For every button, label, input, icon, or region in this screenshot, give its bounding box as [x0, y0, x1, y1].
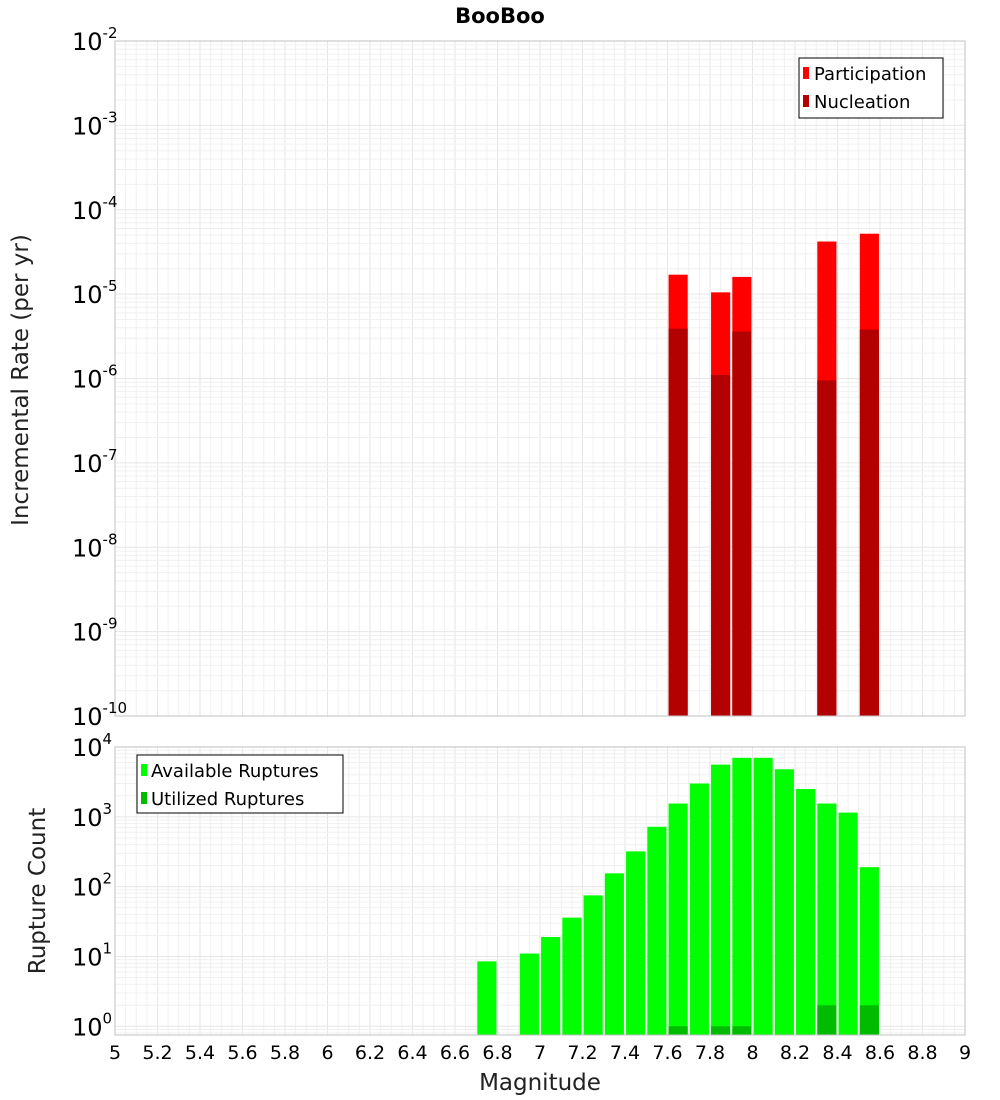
- chart-title: BooBoo: [455, 4, 545, 28]
- utilized-ruptures-legend-label: Utilized Ruptures: [151, 789, 304, 810]
- count-bar-available-ruptures: [647, 826, 667, 1035]
- rate-y-tick-label: 10-5: [72, 277, 118, 309]
- x-tick-label: 8: [746, 1042, 758, 1064]
- x-tick-label: 7.6: [652, 1042, 682, 1064]
- rate-y-tick-label: 10-2: [72, 24, 118, 56]
- rate-y-tick-label: 10-4: [72, 193, 118, 225]
- x-tick-label: 9: [959, 1042, 971, 1064]
- count-bar-available-ruptures: [519, 953, 539, 1035]
- nucleation-legend-label: Nucleation: [814, 92, 910, 113]
- count-bar-available-ruptures: [689, 783, 709, 1035]
- bottom-legend: Available Ruptures Utilized Ruptures: [136, 754, 344, 814]
- rate-y-tick-label: 10-7: [72, 446, 118, 478]
- rate-y-tick-label: 10-3: [72, 108, 118, 140]
- count-y-tick-label: 102: [72, 870, 112, 902]
- x-tick-label: 7.2: [567, 1042, 597, 1064]
- count-bar-available-ruptures: [668, 803, 688, 1035]
- x-tick-label: 8.2: [780, 1042, 810, 1064]
- count-plot-frame: [114, 746, 966, 1036]
- count-bar-available-ruptures: [711, 764, 731, 1035]
- x-tick-label: 6.4: [397, 1042, 427, 1064]
- count-bar-available-ruptures: [477, 961, 497, 1035]
- x-tick-label: 5.6: [227, 1042, 257, 1064]
- rate-y-tick-label: 10-10: [72, 699, 127, 731]
- x-tick-label: 5.4: [185, 1042, 215, 1064]
- x-tick-label: 6.2: [355, 1042, 385, 1064]
- x-tick-label: 6.6: [440, 1042, 470, 1064]
- x-tick-label: 7.8: [695, 1042, 725, 1064]
- available-ruptures-legend-label: Available Ruptures: [151, 761, 319, 782]
- count-y-tick-label: 101: [72, 939, 112, 971]
- participation-legend-swatch: [803, 67, 809, 79]
- x-axis-title: Magnitude: [479, 1070, 601, 1096]
- top-legend-box: [798, 57, 944, 119]
- count-y-tick-label: 104: [72, 730, 112, 762]
- bottom-y-axis-title: Rupture Count: [25, 808, 51, 974]
- count-bar-available-ruptures: [774, 769, 794, 1035]
- count-bar-available-ruptures: [562, 917, 582, 1035]
- rate-y-tick-label: 10-8: [72, 530, 118, 562]
- top-y-axis-title: Incremental Rate (per yr): [8, 234, 34, 526]
- rate-y-tick-label: 10-6: [72, 362, 118, 394]
- count-bar-available-ruptures: [541, 936, 561, 1035]
- rate-bar-nucleation: [859, 329, 879, 716]
- rate-plot-frame: [114, 40, 966, 717]
- x-tick-label: 7: [534, 1042, 546, 1064]
- count-bar-utilized-ruptures: [711, 1026, 731, 1035]
- utilized-ruptures-legend-swatch: [141, 792, 147, 804]
- x-tick-label: 6: [321, 1042, 333, 1064]
- top-legend: Participation Nucleation: [798, 57, 944, 119]
- x-tick-label: 7.4: [610, 1042, 640, 1064]
- count-y-tick-label: 103: [72, 800, 112, 832]
- count-bar-available-ruptures: [753, 757, 773, 1035]
- x-tick-label: 8.4: [822, 1042, 852, 1064]
- rate-bar-nucleation: [732, 331, 752, 716]
- count-bar-available-ruptures: [732, 757, 752, 1035]
- x-tick-label: 5.8: [270, 1042, 300, 1064]
- count-bar-available-ruptures: [817, 803, 837, 1035]
- count-bar-available-ruptures: [796, 789, 816, 1035]
- count-y-tick-label: 100: [72, 1009, 112, 1041]
- count-bar-available-ruptures: [626, 851, 646, 1035]
- rate-y-tick-label: 10-9: [72, 615, 118, 647]
- x-tick-label: 8.6: [865, 1042, 895, 1064]
- rate-bar-nucleation: [711, 375, 731, 716]
- count-bar-utilized-ruptures: [668, 1026, 688, 1035]
- bottom-legend-box: [136, 754, 344, 814]
- participation-legend-label: Participation: [814, 64, 926, 85]
- rate-bar-nucleation: [817, 380, 837, 716]
- x-tick-label: 5: [109, 1042, 121, 1064]
- nucleation-legend-swatch: [803, 95, 809, 107]
- x-tick-label: 6.8: [482, 1042, 512, 1064]
- x-tick-label: 5.2: [142, 1042, 172, 1064]
- count-bar-utilized-ruptures: [732, 1026, 752, 1035]
- incremental-rate-panel: 10-10 10-9 10-8 10-7 10-6 10-5 10-4 10-3 10-2: [72, 24, 966, 731]
- count-bar-available-ruptures: [583, 895, 603, 1035]
- rate-bar-nucleation: [668, 328, 688, 716]
- available-ruptures-legend-swatch: [141, 764, 147, 776]
- count-bar-available-ruptures: [859, 867, 879, 1035]
- count-bar-available-ruptures: [838, 812, 858, 1035]
- count-bar-available-ruptures: [604, 873, 624, 1035]
- x-tick-label: 8.8: [907, 1042, 937, 1064]
- count-bar-utilized-ruptures: [859, 1005, 879, 1035]
- count-bar-utilized-ruptures: [817, 1005, 837, 1035]
